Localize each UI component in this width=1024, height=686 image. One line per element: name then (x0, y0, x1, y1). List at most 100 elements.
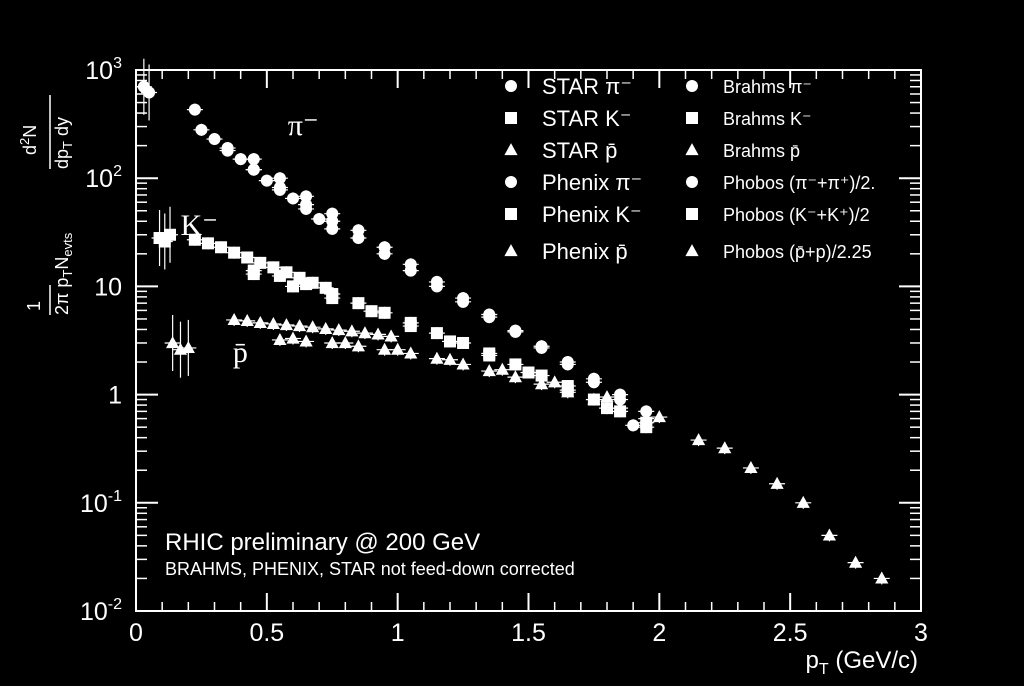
data-point (718, 441, 732, 454)
legend-marker (686, 80, 698, 92)
legend-entry: Phenix p̄ (504, 239, 628, 264)
data-point (325, 336, 339, 349)
data-point (273, 172, 286, 185)
data-point (522, 366, 535, 379)
y-tick-label: 10-2 (80, 596, 122, 626)
x-tick-label: 2 (652, 619, 666, 647)
data-point (875, 571, 889, 584)
annotation-label: π⁻ (288, 109, 319, 142)
data-point (253, 315, 267, 328)
data-point (351, 339, 366, 352)
data-point (377, 342, 392, 355)
data-point (600, 390, 614, 403)
svg-text:1: 1 (24, 301, 44, 311)
data-point (345, 324, 359, 337)
data-point (378, 306, 391, 319)
data-point (744, 461, 758, 474)
data-point (300, 190, 313, 203)
legend-marker (505, 208, 517, 220)
legend-marker (504, 244, 518, 257)
x-tick-label: 0.5 (249, 619, 284, 647)
y-tick-label: 103 (85, 55, 122, 85)
legend-label: Brahms K⁻ (723, 109, 812, 129)
legend-marker (685, 143, 699, 156)
data-point (260, 174, 273, 187)
legend-label: Brahms p̄ (723, 141, 800, 161)
data-point (247, 268, 260, 281)
data-point (587, 376, 600, 389)
data-point (352, 224, 365, 237)
data-point (365, 305, 378, 318)
data-point (240, 313, 254, 326)
data-point (796, 495, 810, 508)
data-point (326, 292, 339, 305)
legend-label: Phobos (π⁻+π⁺)/2. (723, 173, 875, 193)
data-point (508, 370, 523, 383)
data-point (822, 528, 837, 541)
series-6 (245, 153, 642, 432)
y-tick-label: 102 (85, 163, 122, 193)
legend-entry: Phenix π⁻ (505, 170, 642, 195)
legend-entry: Phobos (K⁻+K⁺)/2 (686, 205, 870, 225)
data-point (391, 342, 405, 355)
legend-label: Brahms π⁻ (723, 77, 812, 97)
y-tick-label: 1 (108, 382, 122, 410)
series-8 (285, 331, 890, 585)
legend-entry: Brahms π⁻ (686, 77, 812, 97)
data-point (338, 336, 352, 349)
data-point (188, 233, 201, 246)
data-point (292, 319, 307, 332)
data-point (535, 341, 548, 354)
data-point (384, 329, 398, 342)
x-tick-label: 1 (391, 619, 405, 647)
x-axis-label: pT (GeV/c) (806, 647, 918, 678)
data-point (273, 269, 286, 282)
data-point (279, 318, 294, 331)
data-point (273, 181, 286, 194)
data-point (313, 212, 326, 225)
data-point (181, 341, 195, 354)
series-11 (164, 314, 197, 378)
annotation-label: K⁻ (180, 209, 218, 242)
data-point (234, 153, 247, 166)
data-point (535, 369, 548, 382)
data-point (548, 375, 562, 388)
legend-entry: Phenix K⁻ (505, 202, 642, 227)
svg-text:dpT dy: dpT dy (52, 117, 75, 169)
svg-text:d2N: d2N (17, 125, 40, 155)
data-point (247, 163, 260, 176)
data-point (266, 317, 280, 330)
data-point (770, 476, 784, 489)
series-9 (135, 58, 158, 121)
data-point (201, 237, 214, 250)
legend-label: Phobos (K⁻+K⁺)/2 (723, 205, 870, 225)
note-subtitle: BRAHMS, PHENIX, STAR not feed-down corre… (165, 559, 575, 579)
legend-label: Phobos (p̄+p)/2.25 (723, 242, 872, 262)
data-point (430, 351, 444, 364)
legend-label: STAR K⁻ (542, 106, 631, 131)
data-point (640, 421, 653, 434)
legend-marker (686, 208, 698, 220)
data-point (534, 377, 549, 390)
legend-label: STAR p̄ (542, 138, 617, 163)
data-point (456, 357, 470, 370)
data-point (483, 308, 496, 321)
data-point (509, 358, 522, 371)
notes: RHIC preliminary @ 200 GeV BRAHMS, PHENI… (165, 529, 575, 579)
series-10 (151, 206, 179, 270)
data-point (457, 292, 470, 305)
data-point (640, 405, 653, 418)
data-point (241, 251, 254, 264)
data-point (221, 144, 234, 157)
data-point (404, 320, 417, 333)
data-point (306, 320, 320, 333)
data-point (587, 392, 601, 405)
data-point (482, 364, 496, 377)
data-point (319, 321, 333, 334)
data-point (639, 411, 653, 424)
data-point (404, 258, 417, 271)
series-2 (226, 313, 400, 343)
x-tick-label: 0 (129, 619, 143, 647)
legend-entry: STAR p̄ (504, 138, 617, 163)
data-point (443, 352, 457, 365)
